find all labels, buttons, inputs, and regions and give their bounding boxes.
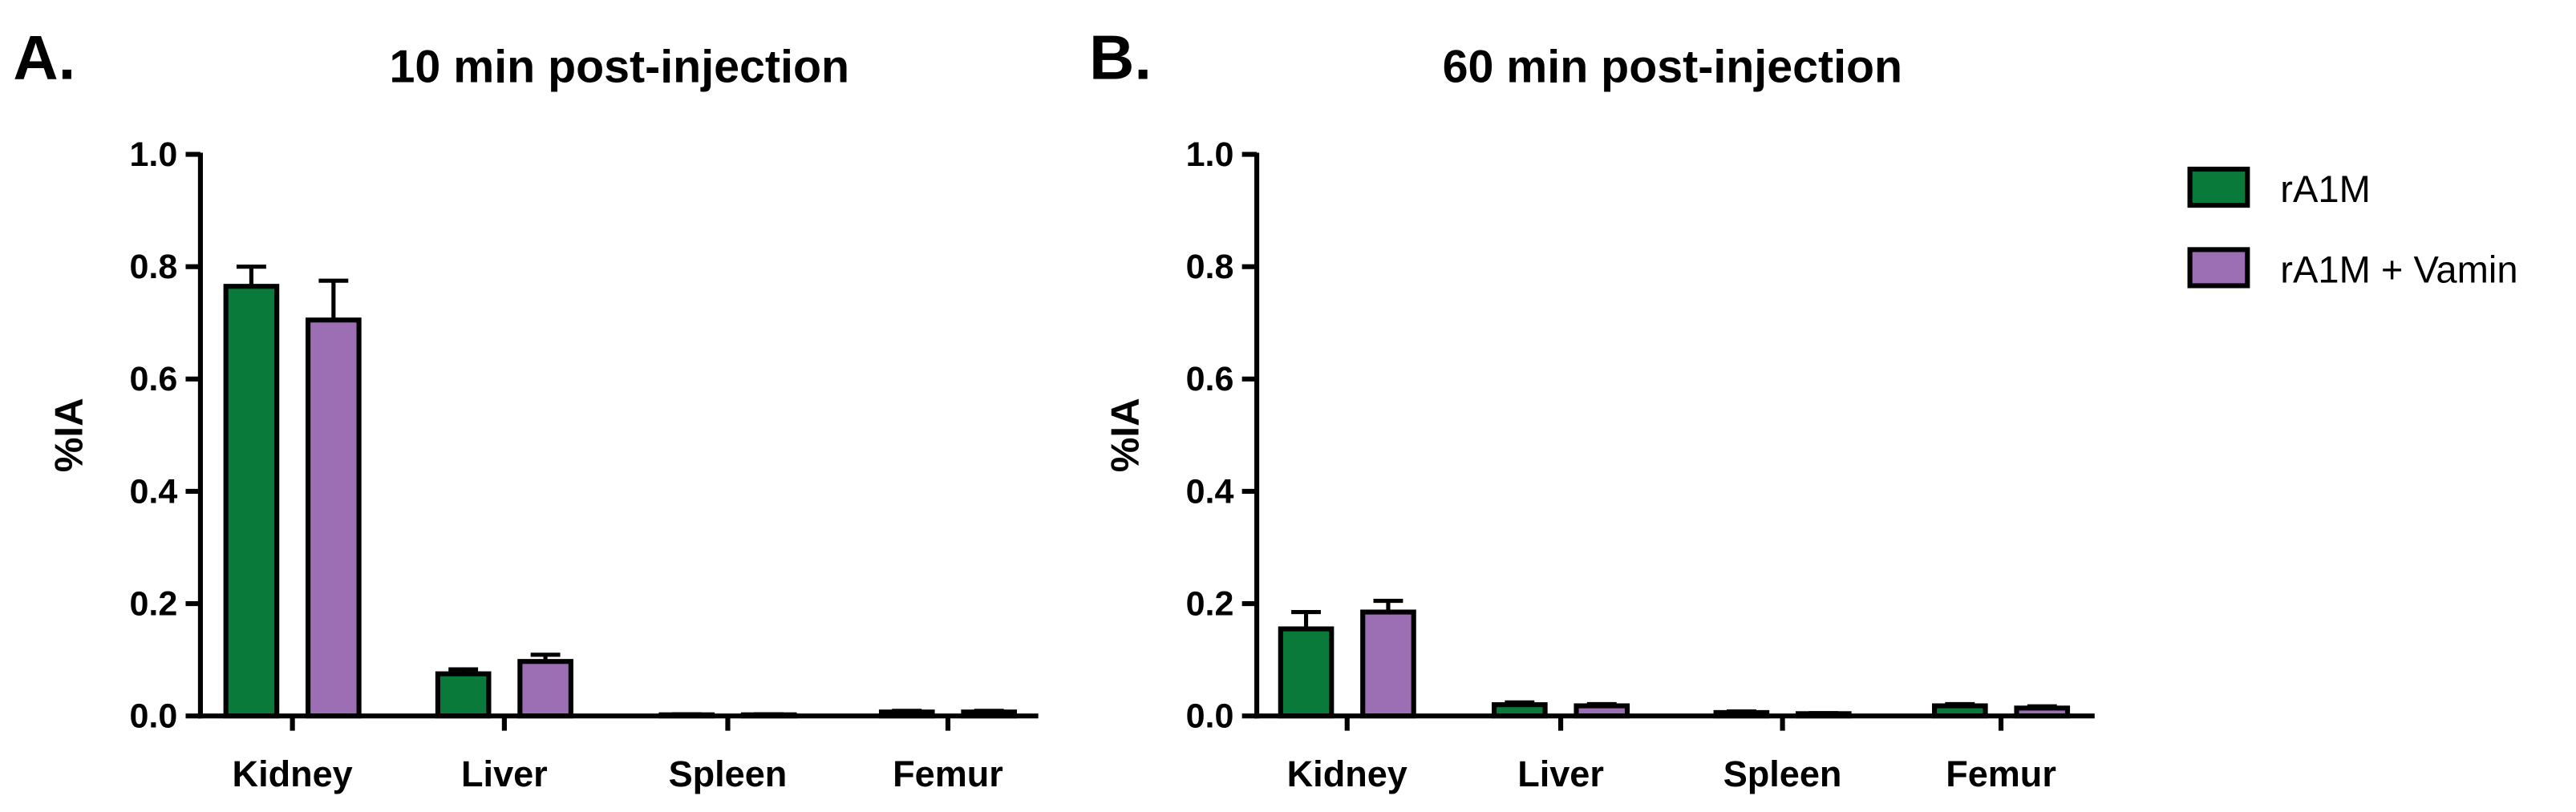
legend-swatch bbox=[2187, 247, 2250, 289]
error-bar bbox=[1373, 598, 1403, 612]
y-tick-label: 0.2 bbox=[1186, 584, 1234, 623]
y-tick-label: 0.6 bbox=[129, 360, 177, 398]
bar bbox=[1360, 609, 1416, 719]
x-tick-label: Kidney bbox=[1287, 753, 1407, 794]
legend-label: rA1M bbox=[2280, 168, 2371, 210]
bar bbox=[435, 671, 492, 719]
error-bar bbox=[1726, 709, 1756, 714]
x-tick-label: Liver bbox=[1517, 753, 1604, 794]
error-bar bbox=[236, 265, 266, 287]
error-bar bbox=[448, 667, 479, 674]
chart-title: 10 min post-injection bbox=[390, 41, 850, 92]
x-tick-label: Femur bbox=[1946, 753, 2056, 794]
y-tick-label: 1.0 bbox=[129, 135, 177, 174]
error-bar bbox=[1945, 701, 1975, 706]
legend-swatch bbox=[2187, 166, 2250, 208]
y-tick-label: 0.2 bbox=[129, 584, 177, 623]
panel-label: A. bbox=[13, 23, 75, 92]
y-axis-label: %IA bbox=[1104, 398, 1148, 472]
error-bar bbox=[1505, 700, 1535, 705]
y-tick-label: 0.4 bbox=[129, 472, 177, 511]
error-bar bbox=[2027, 704, 2057, 709]
chart-title: 60 min post-injection bbox=[1443, 41, 1903, 92]
y-tick-label: 0.0 bbox=[129, 697, 177, 735]
x-tick-label: Kidney bbox=[233, 753, 353, 794]
error-bar bbox=[530, 652, 561, 662]
error-bar bbox=[1291, 609, 1321, 629]
x-tick-label: Liver bbox=[461, 753, 548, 794]
error-bar bbox=[1586, 701, 1617, 706]
error-bar bbox=[974, 709, 1004, 713]
bar bbox=[223, 284, 280, 719]
y-tick-label: 0.8 bbox=[1186, 248, 1234, 286]
y-tick-label: 1.0 bbox=[1186, 135, 1234, 174]
y-tick-label: 0.4 bbox=[1186, 472, 1234, 511]
y-tick-label: 0.0 bbox=[1186, 697, 1234, 735]
y-tick-label: 0.8 bbox=[129, 248, 177, 286]
legend-label: rA1M + Vamin bbox=[2280, 248, 2517, 290]
bar bbox=[1278, 626, 1335, 719]
x-tick-label: Femur bbox=[893, 753, 1003, 794]
y-axis-label: %IA bbox=[47, 398, 91, 472]
error-bar bbox=[318, 278, 349, 321]
panel-label: B. bbox=[1089, 23, 1152, 92]
x-tick-label: Spleen bbox=[1723, 753, 1842, 794]
error-bar bbox=[892, 709, 922, 713]
bar bbox=[306, 317, 362, 719]
bar bbox=[517, 659, 573, 719]
x-tick-label: Spleen bbox=[669, 753, 788, 794]
y-tick-label: 0.6 bbox=[1186, 360, 1234, 398]
